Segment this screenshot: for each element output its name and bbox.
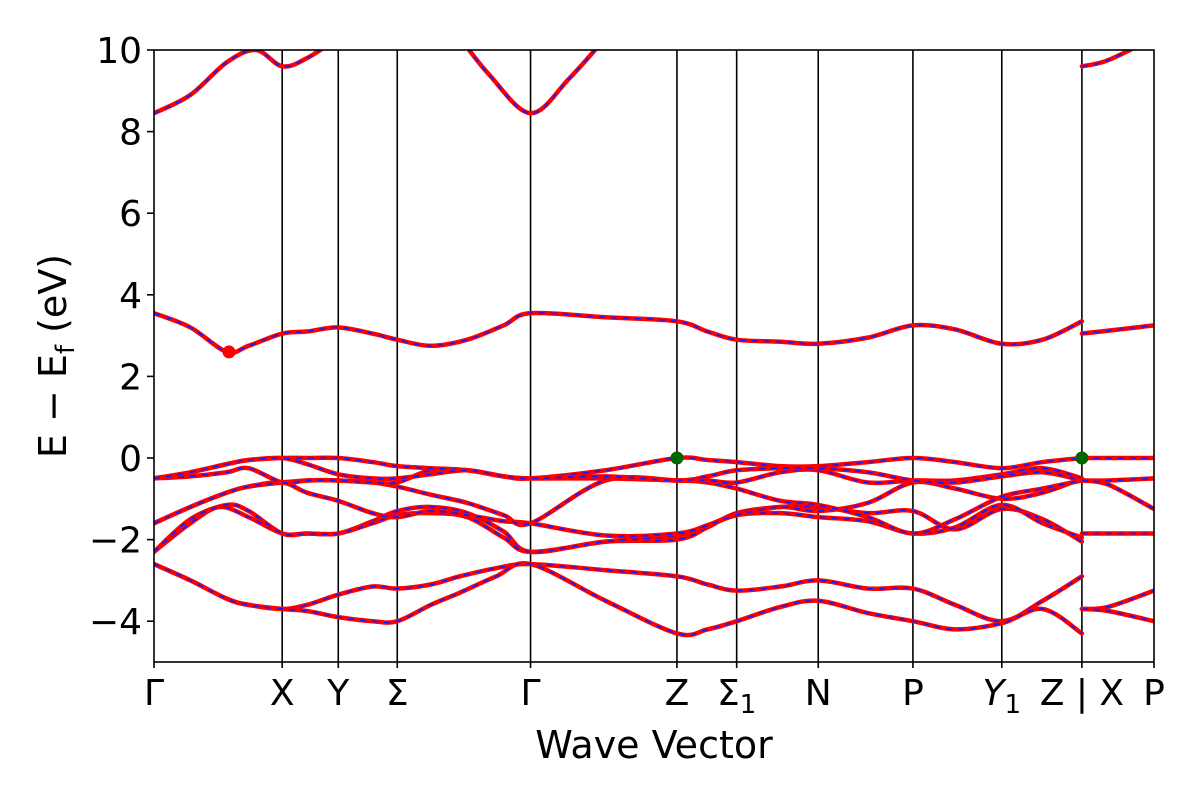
band-overlay-1: [154, 562, 1083, 636]
y-tick-label: 4: [119, 276, 142, 317]
x-tick-label-main: Σ: [386, 673, 409, 714]
x-tick-label: Y1: [983, 673, 1022, 720]
x-tick-label: Σ1: [717, 673, 756, 720]
x-tick-label: Y: [326, 673, 350, 714]
band-line-10: [154, 50, 325, 116]
band-overlay-12: [1081, 324, 1154, 335]
y-tick-label: 2: [119, 357, 142, 398]
band-overlay-10: [154, 50, 322, 115]
x-tick-label-main: Γ: [144, 673, 164, 714]
y-axis-title: E − Ef (eV): [31, 254, 81, 458]
band-line-0: [154, 561, 1085, 624]
y-tick-label: 6: [119, 194, 142, 235]
bands: [154, 50, 1154, 638]
band-line-8: [154, 455, 1085, 485]
y-tick-label: −2: [89, 521, 142, 562]
y-tick-label: 8: [119, 113, 142, 154]
x-tick-label: N: [805, 673, 832, 714]
band-overlay-9: [154, 311, 1083, 354]
y-tick-label: 0: [119, 439, 142, 480]
x-tick-label: X: [270, 673, 295, 714]
band-line-11: [466, 50, 598, 116]
band-line-9: [154, 310, 1085, 355]
x-tick-label: Γ: [521, 673, 541, 714]
x-tick-label-main: Z: [665, 673, 690, 714]
x-tick-label-sub: 1: [1005, 690, 1022, 720]
vbm-marker: [1075, 451, 1089, 465]
band-overlay-3: [154, 503, 1083, 553]
x-tick-label: Σ: [386, 673, 409, 714]
x-tick-label-main: Z | X: [1040, 673, 1124, 714]
band-line-15: [1079, 478, 1154, 512]
x-tick-label: Γ: [144, 673, 164, 714]
x-tick-label-main: N: [805, 673, 832, 714]
high-symmetry-lines: [281, 50, 1083, 662]
x-tick-label-main: P: [902, 673, 924, 714]
x-tick-label: Z: [665, 673, 690, 714]
x-tick-label-main: Y: [983, 673, 1008, 714]
y-tick-label: −4: [89, 602, 142, 643]
x-tick-label-main: Y: [326, 673, 350, 714]
x-axis-title: Wave Vector: [535, 723, 773, 767]
band-line-17: [1079, 588, 1154, 612]
extremum-markers: [222, 345, 1089, 465]
cbm-marker: [222, 345, 236, 359]
x-tick-label-main: X: [270, 673, 295, 714]
x-tick-label: P: [1143, 673, 1165, 714]
band-line-19: [1079, 50, 1135, 69]
x-tick-label-main: P: [1143, 673, 1165, 714]
x-tick-label: P: [902, 673, 924, 714]
band-overlay-19: [1081, 50, 1132, 68]
x-tick-label-sub: 1: [740, 690, 757, 720]
band-overlay-11: [467, 50, 597, 115]
plot-frame: [153, 49, 1155, 663]
band-overlay-18: [1081, 608, 1154, 623]
band-overlay-15: [1081, 479, 1154, 510]
x-tick-label: Z | X: [1040, 673, 1124, 714]
x-tick-label-main: Σ: [717, 673, 740, 714]
y-axis-title-unit: (eV): [31, 254, 75, 345]
y-axis-title-sub: f: [51, 344, 81, 354]
x-tick-label-main: Γ: [521, 673, 541, 714]
y-axis: −4 −2 0 2 4 6 8 10: [89, 31, 154, 643]
y-axis-title-main: E − E: [31, 354, 75, 458]
y-tick-label: 10: [96, 31, 142, 72]
vbm-marker: [670, 451, 684, 465]
